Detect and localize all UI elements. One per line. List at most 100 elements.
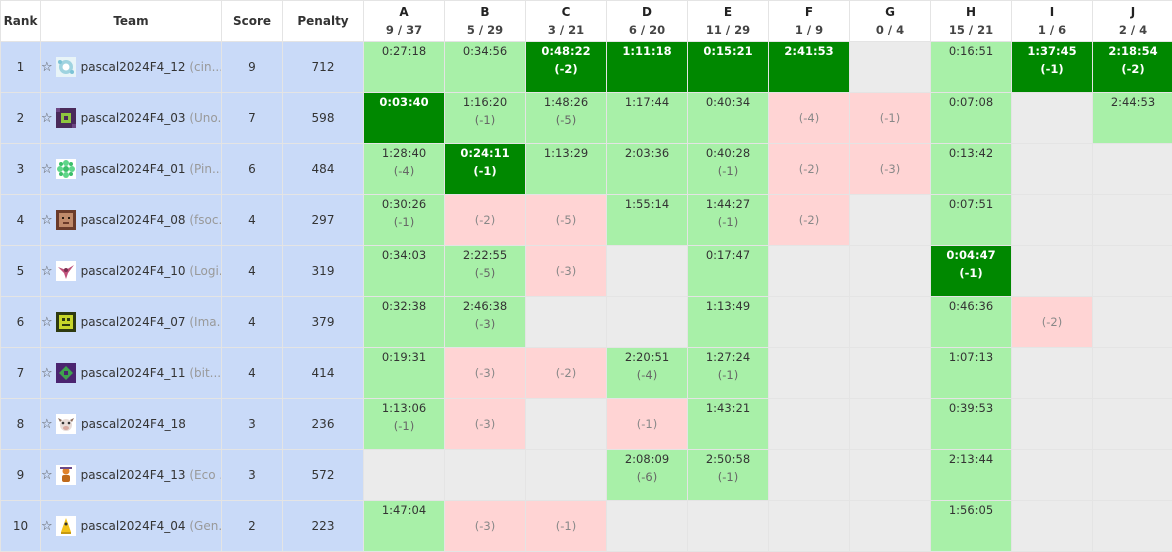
problem-cell-d[interactable]: 2:08:09(-6) xyxy=(607,450,688,501)
problem-cell-e[interactable]: 1:43:21 xyxy=(688,399,769,450)
problem-cell-c[interactable]: 0:48:22(-2) xyxy=(526,42,607,93)
problem-cell-e[interactable]: 1:27:24(-1) xyxy=(688,348,769,399)
problem-cell-e[interactable]: 0:40:28(-1) xyxy=(688,144,769,195)
problem-cell-d[interactable]: 1:17:44 xyxy=(607,93,688,144)
problem-cell-i[interactable]: (-2) xyxy=(1012,297,1093,348)
problem-cell-a[interactable]: 0:34:03 xyxy=(364,246,445,297)
penalty-header[interactable]: Penalty xyxy=(283,1,364,42)
team-cell[interactable]: ☆pascal2024F4_04 (Gen... xyxy=(41,501,222,552)
problem-cell-h[interactable]: 0:07:51 xyxy=(931,195,1012,246)
star-icon[interactable]: ☆ xyxy=(41,264,53,279)
team-name[interactable]: pascal2024F4_03 xyxy=(81,111,186,125)
problem-cell-j[interactable]: 2:44:53 xyxy=(1093,93,1172,144)
problem-cell-h[interactable]: 0:39:53 xyxy=(931,399,1012,450)
problem-cell-d[interactable]: 1:11:18 xyxy=(607,42,688,93)
problem-cell-g[interactable]: (-3) xyxy=(850,144,931,195)
problem-cell-b[interactable]: (-3) xyxy=(445,348,526,399)
problem-cell-c[interactable]: 1:13:29 xyxy=(526,144,607,195)
problem-cell-d[interactable]: 1:55:14 xyxy=(607,195,688,246)
problem-cell-a[interactable]: 1:13:06(-1) xyxy=(364,399,445,450)
team-cell[interactable]: ☆pascal2024F4_11 (bit... xyxy=(41,348,222,399)
problem-cell-h[interactable]: 2:13:44 xyxy=(931,450,1012,501)
team-name[interactable]: pascal2024F4_10 xyxy=(81,264,186,278)
problem-cell-i[interactable]: 1:37:45(-1) xyxy=(1012,42,1093,93)
team-cell[interactable]: ☆pascal2024F4_12 (cin... xyxy=(41,42,222,93)
problem-cell-b[interactable]: 1:16:20(-1) xyxy=(445,93,526,144)
problem-cell-b[interactable]: (-3) xyxy=(445,399,526,450)
problem-cell-e[interactable]: 1:44:27(-1) xyxy=(688,195,769,246)
problem-cell-e[interactable]: 0:15:21 xyxy=(688,42,769,93)
star-icon[interactable]: ☆ xyxy=(41,60,53,75)
team-cell[interactable]: ☆ pascal2024F4_18 xyxy=(41,399,222,450)
team-cell[interactable]: ☆pascal2024F4_10 (Logi... xyxy=(41,246,222,297)
problem-cell-a[interactable]: 0:30:26(-1) xyxy=(364,195,445,246)
star-icon[interactable]: ☆ xyxy=(41,417,53,432)
problem-cell-d[interactable]: (-1) xyxy=(607,399,688,450)
team-cell[interactable]: ☆pascal2024F4_08 (fsoc... xyxy=(41,195,222,246)
problem-cell-d[interactable]: 2:03:36 xyxy=(607,144,688,195)
problem-cell-a[interactable]: 0:03:40 xyxy=(364,93,445,144)
problem-cell-c[interactable]: (-2) xyxy=(526,348,607,399)
team-cell[interactable]: ☆pascal2024F4_07 (Ima... xyxy=(41,297,222,348)
score-header[interactable]: Score xyxy=(222,1,283,42)
star-icon[interactable]: ☆ xyxy=(41,111,53,126)
problem-cell-h[interactable]: 0:46:36 xyxy=(931,297,1012,348)
problem-cell-a[interactable]: 1:47:04 xyxy=(364,501,445,552)
problem-cell-e[interactable]: 0:17:47 xyxy=(688,246,769,297)
problem-cell-f[interactable]: 2:41:53 xyxy=(769,42,850,93)
team-name[interactable]: pascal2024F4_04 xyxy=(81,519,186,533)
team-header[interactable]: Team xyxy=(41,1,222,42)
problem-cell-h[interactable]: 0:13:42 xyxy=(931,144,1012,195)
problem-cell-e[interactable]: 2:50:58(-1) xyxy=(688,450,769,501)
star-icon[interactable]: ☆ xyxy=(41,468,53,483)
problem-cell-c[interactable]: (-3) xyxy=(526,246,607,297)
problem-cell-b[interactable]: 2:22:55(-5) xyxy=(445,246,526,297)
problem-cell-h[interactable]: 1:56:05 xyxy=(931,501,1012,552)
problem-cell-f[interactable]: (-2) xyxy=(769,144,850,195)
problem-cell-c[interactable]: 1:48:26(-5) xyxy=(526,93,607,144)
team-name[interactable]: pascal2024F4_08 xyxy=(81,213,186,227)
problem-cell-g[interactable]: (-1) xyxy=(850,93,931,144)
team-cell[interactable]: ☆pascal2024F4_13 (Eco ... xyxy=(41,450,222,501)
problem-cell-b[interactable]: 0:24:11(-1) xyxy=(445,144,526,195)
problem-cell-h[interactable]: 0:04:47(-1) xyxy=(931,246,1012,297)
problem-cell-b[interactable]: 0:34:56 xyxy=(445,42,526,93)
problem-cell-b[interactable]: (-3) xyxy=(445,501,526,552)
problem-cell-e[interactable]: 0:40:34 xyxy=(688,93,769,144)
star-icon[interactable]: ☆ xyxy=(41,315,53,330)
problem-cell-h[interactable]: 0:16:51 xyxy=(931,42,1012,93)
team-cell[interactable]: ☆pascal2024F4_01 (Pin... xyxy=(41,144,222,195)
team-name[interactable]: pascal2024F4_13 xyxy=(81,468,186,482)
problem-cell-a[interactable]: 0:27:18 xyxy=(364,42,445,93)
problem-cell-f[interactable]: (-4) xyxy=(769,93,850,144)
team-name[interactable]: pascal2024F4_12 xyxy=(81,60,186,74)
problem-cell-b[interactable]: 2:46:38(-3) xyxy=(445,297,526,348)
problem-cell-c[interactable]: (-5) xyxy=(526,195,607,246)
problem-cell-f[interactable]: (-2) xyxy=(769,195,850,246)
star-icon[interactable]: ☆ xyxy=(41,213,53,228)
problem-cell-h[interactable]: 0:07:08 xyxy=(931,93,1012,144)
problem-cell-a[interactable]: 0:32:38 xyxy=(364,297,445,348)
team-name[interactable]: pascal2024F4_07 xyxy=(81,315,186,329)
problem-cell-c[interactable]: (-1) xyxy=(526,501,607,552)
star-icon[interactable]: ☆ xyxy=(41,162,53,177)
problem-cell-b[interactable]: (-2) xyxy=(445,195,526,246)
problem-cell-e[interactable]: 1:13:49 xyxy=(688,297,769,348)
problem-cell-a[interactable]: 0:19:31 xyxy=(364,348,445,399)
team-name[interactable]: pascal2024F4_01 xyxy=(81,162,186,176)
team-name[interactable]: pascal2024F4_18 xyxy=(81,417,186,431)
rank-header[interactable]: Rank xyxy=(1,1,41,42)
team-name[interactable]: pascal2024F4_11 xyxy=(81,366,186,380)
star-icon[interactable]: ☆ xyxy=(41,366,53,381)
problem-cell-a[interactable]: 1:28:40(-4) xyxy=(364,144,445,195)
